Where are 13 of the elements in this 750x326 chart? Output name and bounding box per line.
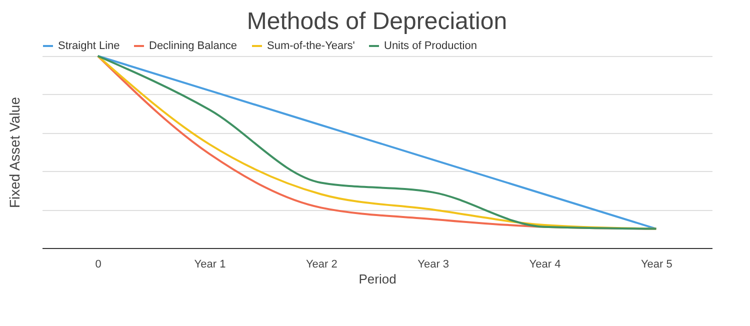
y-axis-title: Fixed Asset Value	[6, 96, 22, 208]
x-tick-label: Year 1	[194, 258, 226, 270]
x-axis-title: Period	[358, 272, 396, 286]
x-tick-label: Year 4	[529, 258, 561, 270]
x-tick-label: Year 5	[640, 258, 672, 270]
legend-label: Straight Line	[58, 40, 120, 52]
legend-label: Sum-of-the-Years'	[267, 40, 355, 52]
x-tick-label: Year 3	[418, 258, 450, 270]
legend-label: Units of Production	[384, 40, 477, 52]
chart-title: Methods of Depreciation	[246, 8, 508, 35]
legend-label: Declining Balance	[149, 40, 238, 52]
x-tick-label: Year 2	[306, 258, 338, 270]
x-tick-label: 0	[95, 258, 102, 270]
